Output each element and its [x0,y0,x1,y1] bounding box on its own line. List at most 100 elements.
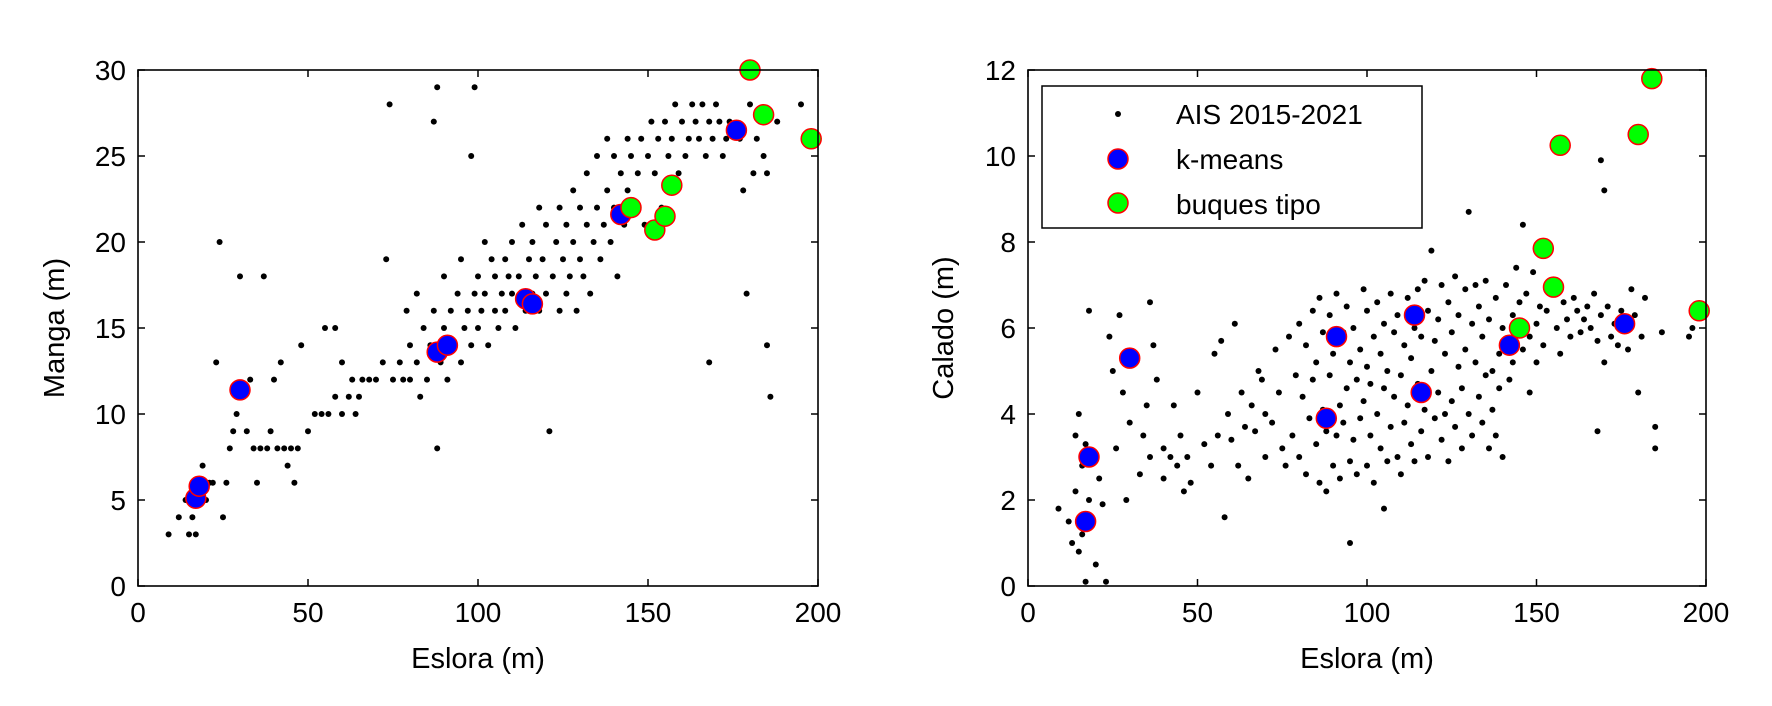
calado-ais-point [1248,402,1255,409]
calado-ais-point [1387,290,1394,297]
calado-ais-point [1079,531,1086,538]
calado-ais-point [1347,458,1353,465]
calado-ais-point [1086,307,1092,314]
manga-ais-point [577,256,583,263]
calado-ais-point [1180,488,1187,495]
calado-ais-point [1509,312,1516,319]
manga-ais-point [716,118,723,125]
calado-ais-point [1309,307,1316,314]
calado-ais-point [1499,454,1506,460]
calado-y-tick-label: 4 [1000,399,1016,430]
calado-ais-point [1397,471,1404,478]
manga-ais-point [767,393,774,400]
manga-ais-point [254,479,260,486]
manga-ais-point [271,376,277,383]
calado-ais-point [1442,350,1448,357]
manga-ais-point [396,359,403,366]
calado-ais-point [1401,419,1408,426]
calado-ais-point [1367,380,1374,387]
calado-ais-point [1167,454,1174,460]
manga-ais-point [696,135,702,142]
calado-ais-point [1526,389,1533,396]
manga-buques-tipo-point [620,196,642,219]
calado-ais-point [1194,389,1201,396]
calado-ais-point [1377,445,1384,452]
manga-ais-point [274,445,281,452]
manga-ais-point [492,273,498,280]
manga-ais-point [509,290,515,297]
manga-ais-point [407,376,413,383]
manga-ais-point [577,204,583,211]
calado-ais-point [1391,329,1398,336]
calado-ais-point [1469,320,1476,327]
manga-ais-point [186,531,192,538]
manga-ais-point [529,239,536,245]
calado-ais-point [1577,329,1584,336]
calado-ais-point [1411,325,1418,331]
calado-ais-point [1574,307,1581,314]
calado-ais-point [1296,454,1303,460]
calado-ais-point [1072,488,1079,495]
calado-ais-point [1652,423,1659,430]
calado-ais-point [1106,333,1113,340]
calado-ais-point [1472,282,1479,288]
calado-ais-point [1116,312,1123,319]
calado-ais-point [1306,415,1313,422]
calado-ais-point [1347,359,1353,366]
calado-ais-point [1160,475,1167,482]
manga-ais-point [624,135,631,142]
calado-ais-point [1475,303,1482,310]
calado-ais-point [1350,325,1357,331]
calado-ais-point [1364,307,1370,314]
manga-ais-point [536,204,543,211]
calado-ais-point [1618,307,1625,314]
manga-ais-point [651,170,658,177]
manga-ais-point [339,359,345,366]
manga-ais-point [257,445,264,452]
calado-x-tick-label: 100 [1344,597,1391,628]
calado-ais-point [1231,320,1238,327]
manga-x-tick-label: 50 [292,597,323,628]
calado-ais-point [1238,389,1245,396]
legend-label-buques: buques tipo [1176,189,1321,220]
calado-ais-point [1296,320,1303,327]
calado-ais-point [1445,458,1452,465]
calado-ais-point [1065,518,1072,525]
calado-ais-point [1492,294,1499,301]
calado-ais-point [1425,454,1431,460]
manga-ais-point [570,239,577,245]
legend-marker-buques [1107,192,1129,214]
calado-ais-point [1255,368,1262,374]
calado-ais-point [1543,307,1550,314]
manga-ais-point [645,153,651,159]
manga-ais-point [692,118,699,125]
calado-ais-point [1658,329,1665,336]
manga-ais-point [305,428,311,435]
calado-ais-point [1689,325,1696,331]
legend-label-ais: AIS 2015-2021 [1176,99,1363,130]
calado-ais-point [1330,350,1337,357]
calado-x-tick-label: 150 [1513,597,1560,628]
manga-ais-point [628,153,634,159]
manga-ais-point [512,325,519,331]
manga-x-tick-label: 150 [625,597,672,628]
manga-ais-point [325,411,332,417]
calado-ais-point [1336,475,1343,482]
calado-ais-point [1387,423,1394,430]
calado-ais-point [1584,303,1591,310]
manga-ais-point [675,170,682,177]
manga-ais-point [563,290,570,297]
manga-ais-point [597,256,604,263]
calado-ais-point [1448,398,1455,405]
calado-ais-point [1381,385,1387,392]
manga-ais-point [226,445,233,452]
manga-x-axis-label: Eslora (m) [411,643,545,675]
manga-ais-point [298,342,305,349]
manga-ais-point [356,393,362,400]
manga-ais-point [288,445,294,452]
calado-ais-point [1489,368,1496,374]
calado-ais-point [1303,342,1309,349]
manga-ais-point [420,325,427,331]
calado-ais-point [1343,303,1350,310]
calado-ais-point [1411,458,1418,465]
